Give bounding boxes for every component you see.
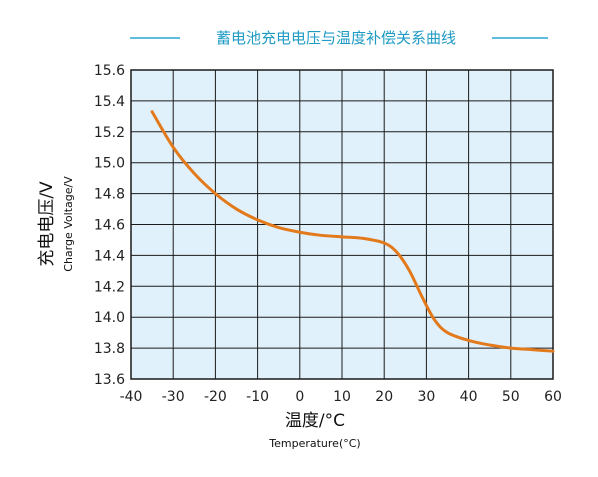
series-layer: [150, 110, 555, 353]
x-tick-label: 40: [460, 389, 478, 405]
y-axis-sublabel: Charge Voltage/V: [62, 176, 75, 272]
y-tick-label: 15.2: [94, 125, 125, 141]
chart-title: 蓄电池充电电压与温度补偿关系曲线: [216, 29, 456, 47]
x-tick-label: 0: [295, 389, 304, 405]
x-tick-label: 30: [417, 389, 435, 405]
y-tick-label: 15.4: [94, 94, 125, 110]
y-tick-label: 14.8: [94, 187, 125, 203]
x-axis-sublabel: Temperature(°C): [268, 437, 360, 450]
y-tick-label: 13.6: [94, 372, 125, 388]
x-tick-label: -20: [204, 389, 227, 405]
y-tick-label: 14.6: [94, 218, 125, 234]
series-line: [150, 110, 555, 353]
y-axis-tick-labels: 13.6 13.8 14.0 14.2 14.4 14.6 14.8 15.0 15.2 15.4…: [94, 63, 125, 388]
x-axis-tick-labels: -40 -30 -20 -10 0 10 20 30 40 50 60: [120, 389, 562, 405]
y-tick-label: 13.8: [94, 341, 125, 357]
x-tick-label: 60: [544, 389, 562, 405]
y-tick-label: 14.0: [94, 310, 125, 326]
x-axis-label: 温度/°C: [285, 411, 345, 431]
x-tick-label: -30: [162, 389, 185, 405]
x-tick-label: -10: [246, 389, 269, 405]
y-tick-label: 15.6: [94, 63, 125, 79]
y-axis-label: 充电电压/V: [37, 181, 57, 267]
x-tick-label: 50: [502, 389, 520, 405]
y-tick-label: 14.4: [94, 248, 125, 264]
grid: [130, 69, 554, 380]
x-tick-label: 20: [375, 389, 393, 405]
x-tick-label: -40: [120, 389, 143, 405]
y-tick-label: 14.2: [94, 279, 125, 295]
y-tick-label: 15.0: [94, 156, 125, 172]
x-tick-label: 10: [333, 389, 351, 405]
